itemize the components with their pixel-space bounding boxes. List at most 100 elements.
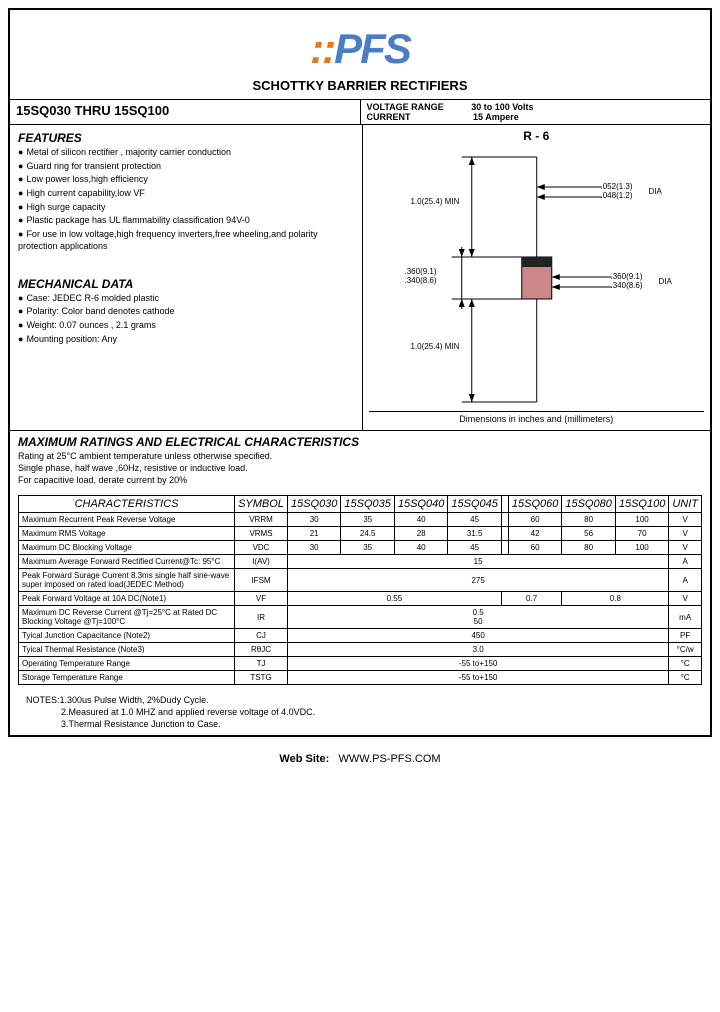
unit-cell: °C bbox=[669, 657, 702, 671]
value-cell: 70 bbox=[615, 527, 668, 541]
char-cell: Maximum DC Blocking Voltage bbox=[19, 541, 235, 555]
char-cell: Maximum RMS Voltage bbox=[19, 527, 235, 541]
dim-body-h: .360(9.1).340(8.6) bbox=[405, 267, 437, 285]
header-row: 15SQ030 THRU 15SQ100 VOLTAGE RANGE 30 to… bbox=[10, 99, 710, 125]
char-cell: Peak Forward Surage Current 8.3ms single… bbox=[19, 569, 235, 592]
specs-header: VOLTAGE RANGE 30 to 100 Volts CURRENT 15… bbox=[361, 100, 711, 124]
value-cell: 40 bbox=[394, 513, 447, 527]
feature-bullet: For use in low voltage,high frequency in… bbox=[18, 229, 354, 252]
table-header: SYMBOL bbox=[235, 496, 288, 513]
table-header: UNIT bbox=[669, 496, 702, 513]
value-cell: 28 bbox=[394, 527, 447, 541]
table-row: Peak Forward Surage Current 8.3ms single… bbox=[19, 569, 702, 592]
value-cell: 3.0 bbox=[287, 643, 668, 657]
feature-bullet: Guard ring for transient protection bbox=[18, 161, 354, 173]
table-header: 15SQ100 bbox=[615, 496, 668, 513]
mechanical-title: MECHANICAL DATA bbox=[18, 277, 354, 291]
char-cell: Peak Forward Voltage at 10A DC(Note1) bbox=[19, 592, 235, 606]
feature-bullet: High surge capacity bbox=[18, 202, 354, 214]
rating-note: Rating at 25°C ambient temperature unles… bbox=[18, 451, 702, 461]
value-cell: 35 bbox=[341, 513, 394, 527]
table-header: 15SQ035 bbox=[341, 496, 394, 513]
package-diagram: 1.0(25.4) MIN .052(1.3).048(1.2) DIA .36… bbox=[369, 147, 705, 407]
feature-bullet: High current capability,low VF bbox=[18, 188, 354, 200]
table-row: Maximum DC Reverse Current @Tj=25°C at R… bbox=[19, 606, 702, 629]
main-content: FEATURES Metal of silicon rectifier , ma… bbox=[10, 125, 710, 430]
value-cell: -55 to+150 bbox=[287, 671, 668, 685]
char-cell: Operating Temperature Range bbox=[19, 657, 235, 671]
table-row: Maximum RMS VoltageVRMS2124.52831.5 42567… bbox=[19, 527, 702, 541]
unit-cell: PF bbox=[669, 629, 702, 643]
feature-bullet: Plastic package has UL flammability clas… bbox=[18, 215, 354, 227]
value-cell: 0.8 bbox=[562, 592, 669, 606]
dim-lead-top: 1.0(25.4) MIN bbox=[411, 197, 460, 206]
char-cell: Maximum DC Reverse Current @Tj=25°C at R… bbox=[19, 606, 235, 629]
features-title: FEATURES bbox=[18, 131, 354, 145]
value-cell: 24.5 bbox=[341, 527, 394, 541]
symbol-cell: VRMS bbox=[235, 527, 288, 541]
table-header bbox=[501, 496, 508, 513]
char-cell: Maximum Average Forward Rectified Curren… bbox=[19, 555, 235, 569]
mech-bullet: Weight: 0.07 ounces , 2.1 grams bbox=[18, 320, 354, 332]
value-cell bbox=[501, 513, 508, 527]
value-cell bbox=[501, 541, 508, 555]
value-cell: 21 bbox=[287, 527, 340, 541]
value-cell: 45 bbox=[448, 513, 501, 527]
dim-body-dia: .360(9.1).340(8.6) bbox=[611, 272, 643, 290]
website-footer: Web Site: WWW.PS-PFS.COM bbox=[0, 745, 720, 773]
footnote: 2.Measured at 1.0 MHZ and applied revers… bbox=[26, 707, 694, 717]
characteristics-table: CHARACTERISTICSSYMBOL15SQ03015SQ035 15SQ0… bbox=[18, 495, 702, 685]
unit-cell: V bbox=[669, 541, 702, 555]
value-cell: 40 bbox=[394, 541, 447, 555]
symbol-cell: IR bbox=[235, 606, 288, 629]
table-header: 15SQ045 bbox=[448, 496, 501, 513]
dim-dia-1: DIA bbox=[649, 187, 662, 196]
package-label: R - 6 bbox=[369, 129, 705, 143]
feature-bullet: Metal of silicon rectifier , majority ca… bbox=[18, 147, 354, 159]
value-cell: 80 bbox=[562, 513, 615, 527]
ratings-section: MAXIMUM RATINGS AND ELECTRICAL CHARACTER… bbox=[10, 430, 710, 491]
symbol-cell: TJ bbox=[235, 657, 288, 671]
datasheet-page: ::PFS SCHOTTKY BARRIER RECTIFIERS 15SQ03… bbox=[8, 8, 712, 737]
value-cell: 15 bbox=[287, 555, 668, 569]
value-cell: 35 bbox=[341, 541, 394, 555]
table-row: Tyical Junction Capacitance (Note2)CJ450… bbox=[19, 629, 702, 643]
part-range: 15SQ030 THRU 15SQ100 bbox=[10, 100, 361, 124]
value-cell: 275 bbox=[287, 569, 668, 592]
table-header: 15SQ080 bbox=[562, 496, 615, 513]
unit-cell: °C/w bbox=[669, 643, 702, 657]
table-row: Maximum Average Forward Rectified Curren… bbox=[19, 555, 702, 569]
symbol-cell: I(AV) bbox=[235, 555, 288, 569]
value-cell: 30 bbox=[287, 513, 340, 527]
subtitle: SCHOTTKY BARRIER RECTIFIERS bbox=[10, 78, 710, 99]
symbol-cell: RθJC bbox=[235, 643, 288, 657]
table-header: CHARACTERISTICS bbox=[19, 496, 235, 513]
value-cell: 45 bbox=[448, 541, 501, 555]
value-cell: 0.550 bbox=[287, 606, 668, 629]
char-cell: Storage Temperature Range bbox=[19, 671, 235, 685]
footnote: 3.Thermal Resistance Junction to Case. bbox=[26, 719, 694, 729]
unit-cell: V bbox=[669, 592, 702, 606]
value-cell: 0.55 bbox=[287, 592, 501, 606]
table-header: 15SQ030 bbox=[287, 496, 340, 513]
symbol-cell: TSTG bbox=[235, 671, 288, 685]
value-cell: 60 bbox=[508, 513, 561, 527]
char-cell: Tyical Thermal Resistance (Note3) bbox=[19, 643, 235, 657]
table-header: 15SQ060 bbox=[508, 496, 561, 513]
unit-cell: A bbox=[669, 569, 702, 592]
ratings-title: MAXIMUM RATINGS AND ELECTRICAL CHARACTER… bbox=[18, 435, 702, 449]
value-cell: 42 bbox=[508, 527, 561, 541]
dim-lead-dia: .052(1.3).048(1.2) bbox=[601, 182, 633, 200]
value-cell: 31.5 bbox=[448, 527, 501, 541]
table-row: Maximum DC Blocking VoltageVDC3035404560… bbox=[19, 541, 702, 555]
value-cell: 450 bbox=[287, 629, 668, 643]
mech-bullet: Mounting position: Any bbox=[18, 334, 354, 346]
unit-cell: A bbox=[669, 555, 702, 569]
value-cell: 56 bbox=[562, 527, 615, 541]
footnote: NOTES:1.300us Pulse Width, 2%Dudy Cycle. bbox=[26, 695, 694, 705]
logo: ::PFS bbox=[10, 10, 710, 78]
value-cell: 30 bbox=[287, 541, 340, 555]
char-cell: Maximum Recurrent Peak Reverse Voltage bbox=[19, 513, 235, 527]
value-cell: -55 to+150 bbox=[287, 657, 668, 671]
logo-text: ::PFS bbox=[310, 25, 410, 72]
